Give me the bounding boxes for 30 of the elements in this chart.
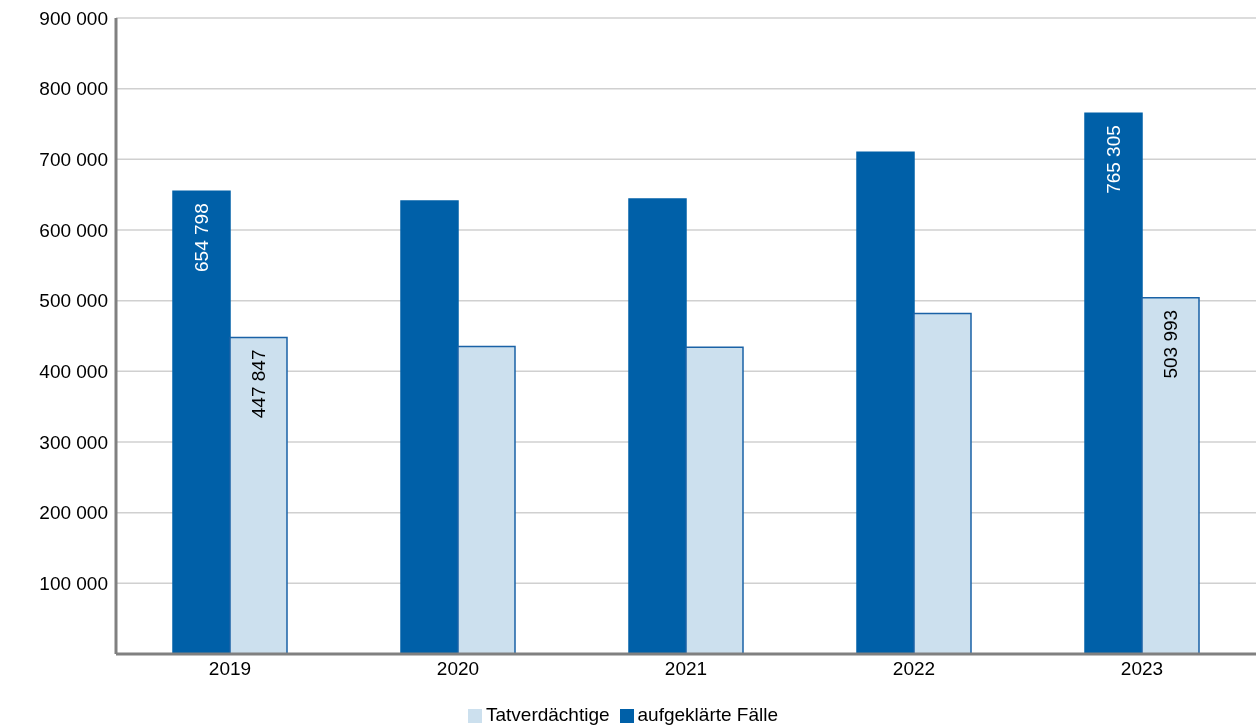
bar [1141, 297, 1200, 654]
data-label: 765 305 [1103, 125, 1124, 194]
data-label: 654 798 [191, 203, 212, 272]
x-tick-label: 2019 [208, 658, 252, 680]
y-tick-label: 800 000 [39, 78, 108, 100]
bar [913, 312, 972, 654]
y-tick-label: 600 000 [39, 219, 108, 241]
y-tick-label: 500 000 [39, 290, 108, 312]
data-label: 503 993 [1160, 309, 1181, 379]
y-tick-label: 700 000 [39, 149, 108, 171]
bar [229, 336, 288, 654]
data-label: 447 847 [248, 349, 269, 419]
bar [400, 200, 459, 654]
x-tick-label: 2022 [892, 658, 936, 680]
y-tick-label: 900 000 [39, 7, 108, 29]
bar [856, 151, 915, 654]
y-tick-label: 300 000 [39, 431, 108, 453]
x-tick-label: 2021 [664, 658, 708, 680]
bar [172, 190, 231, 654]
bar [685, 346, 744, 654]
y-tick-label: 400 000 [39, 361, 108, 383]
legend-label: Tatverdächtige [485, 704, 610, 725]
y-tick-label: 100 000 [39, 573, 108, 595]
bar [628, 198, 687, 654]
y-tick-label: 200 000 [39, 502, 108, 524]
bar [1084, 112, 1143, 654]
x-tick-label: 2020 [436, 658, 480, 680]
x-tick-label: 2023 [1120, 658, 1164, 680]
legend-label: aufgeklärte Fälle [637, 704, 779, 725]
bar [457, 345, 516, 654]
